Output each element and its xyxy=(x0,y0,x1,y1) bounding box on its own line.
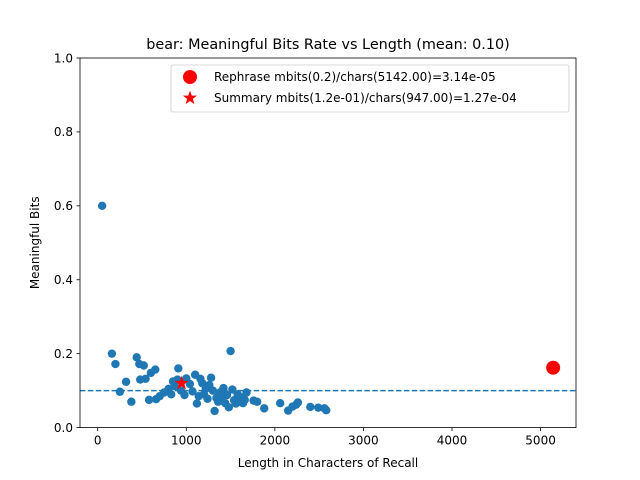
y-tick-label: 0.4 xyxy=(54,273,73,287)
data-point xyxy=(242,388,251,397)
data-point xyxy=(240,395,249,405)
data-point xyxy=(139,361,148,370)
y-axis-ticks: 0.0 0.2 0.4 0.6 0.8 1.0 xyxy=(54,51,80,435)
data-point xyxy=(121,377,131,386)
legend-marker-summary xyxy=(182,90,198,105)
data-point xyxy=(107,349,117,358)
data-point xyxy=(141,374,150,384)
data-point xyxy=(293,398,303,407)
x-tick-label: 1000 xyxy=(171,434,202,448)
data-point xyxy=(226,346,235,356)
x-tick-label: 5000 xyxy=(525,434,556,448)
x-tick-label: 4000 xyxy=(437,434,468,448)
data-point xyxy=(115,387,125,396)
points-layer xyxy=(97,201,561,416)
data-point xyxy=(180,390,189,400)
data-point xyxy=(275,399,285,408)
plot-area xyxy=(79,57,577,429)
y-tick-label: 0.6 xyxy=(54,199,73,213)
x-axis-ticks: 0 1000 2000 3000 4000 5000 xyxy=(94,427,556,448)
data-point xyxy=(132,353,141,362)
legend-box xyxy=(170,64,570,113)
y-tick-label: 0.8 xyxy=(54,125,73,139)
data-point xyxy=(151,365,160,374)
x-tick-label: 0 xyxy=(94,434,102,448)
y-tick-label: 0.0 xyxy=(54,421,73,435)
axes-frame xyxy=(79,57,577,429)
data-point xyxy=(192,399,202,408)
chart-title: bear: Meaningful Bits Rate vs Length (me… xyxy=(146,37,510,53)
data-point xyxy=(167,390,176,399)
legend: Rephrase mbits(0.2)/chars(5142.00)=3.14e… xyxy=(170,64,570,113)
data-point xyxy=(314,403,323,412)
data-point xyxy=(208,386,218,395)
data-point xyxy=(174,364,183,373)
data-point xyxy=(210,406,219,416)
x-tick-label: 2000 xyxy=(260,434,291,448)
y-tick-label: 1.0 xyxy=(54,51,73,65)
data-point xyxy=(306,402,315,412)
data-point xyxy=(127,397,136,406)
data-point xyxy=(322,406,331,415)
x-axis-label: Length in Characters of Recall xyxy=(238,456,418,470)
data-point xyxy=(144,395,154,405)
data-point xyxy=(222,390,232,400)
rephrase-point xyxy=(546,360,561,375)
legend-label-summary: Summary mbits(1.2e-01)/chars(947.00)=1.2… xyxy=(214,91,517,105)
summary-star-point xyxy=(174,375,189,390)
data-point xyxy=(228,385,237,394)
data-point xyxy=(97,201,107,211)
legend-label-rephrase: Rephrase mbits(0.2)/chars(5142.00)=3.14e… xyxy=(214,70,496,84)
legend-marker-rephrase xyxy=(183,70,197,84)
data-point xyxy=(206,373,216,382)
data-point xyxy=(111,359,120,369)
y-tick-label: 0.2 xyxy=(54,347,73,361)
data-point xyxy=(185,379,195,389)
data-point xyxy=(203,394,212,403)
y-axis-label: Meaningful Bits xyxy=(28,196,42,289)
data-point xyxy=(260,404,269,413)
data-point xyxy=(170,382,179,391)
x-tick-label: 3000 xyxy=(348,434,379,448)
data-point xyxy=(224,403,233,412)
data-point xyxy=(252,397,262,406)
